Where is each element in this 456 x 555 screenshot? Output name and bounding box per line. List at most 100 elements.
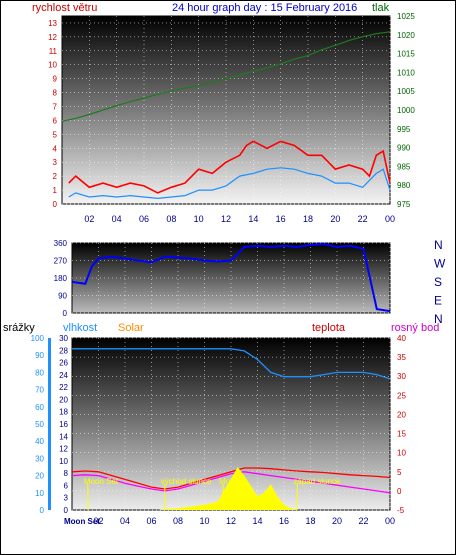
rain-tick-label: 90 <box>35 351 44 360</box>
rain-axis-title: srážky <box>3 322 35 334</box>
rain-tick-label: 100 <box>31 334 45 343</box>
wind-speed-axis-title: rychlost větru <box>32 2 97 14</box>
wind-speed-tick-label: 10 <box>48 61 57 70</box>
pressure-tick-label: 1020 <box>397 31 415 40</box>
direction-tick-label: 360 <box>54 239 68 248</box>
humidity-axis-title: vlhkost <box>63 322 97 334</box>
pressure-tick-label: 1015 <box>397 50 415 59</box>
temperature-tick-label: 40 <box>397 334 406 343</box>
wind-speed-tick-label: 2 <box>53 172 58 181</box>
pressure-tick-label: 1000 <box>397 106 415 115</box>
annotation-label: Moon Set <box>84 477 119 486</box>
temperature-legend-label: teplota <box>312 322 346 334</box>
rain-axis: 0 10 20 30 40 50 60 70 80 90 100 <box>31 334 51 515</box>
temperature-tick-label: 5 <box>397 468 402 477</box>
direction-series <box>71 242 391 313</box>
wind-speed-tick-label: 12 <box>48 33 57 42</box>
rain-axis-bar <box>48 338 51 510</box>
x-tick-label: 12 <box>226 516 236 526</box>
rain-tick-label: 20 <box>35 472 44 481</box>
x-tick-label: 18 <box>305 516 315 526</box>
wind-speed-tick-label: 3 <box>53 158 58 167</box>
temperature-series-line <box>71 467 391 490</box>
pressure-tick-label: 975 <box>397 200 411 209</box>
x-tick-label: 10 <box>199 516 209 526</box>
temperature-panel-time-axis: 02 04 06 08 10 12 14 16 18 20 22 00 <box>93 516 395 526</box>
direction-tick-label: 180 <box>54 274 68 283</box>
x-tick-label: 04 <box>112 214 122 224</box>
humidity-tick-label: 6 <box>64 481 69 490</box>
direction-tick-label: 270 <box>54 257 68 266</box>
x-tick-label: 22 <box>358 214 368 224</box>
temperature-panel-series <box>71 348 391 510</box>
pressure-axis: 975 980 985 990 995 1000 1005 1010 1015 1020 1025 <box>397 12 415 209</box>
temperature-axis: -5 0 5 10 15 20 25 30 35 40 <box>397 334 406 515</box>
dewpoint-legend-label: rosný bod <box>391 322 439 334</box>
humidity-tick-label: 8 <box>64 469 69 478</box>
compass-label: S <box>434 275 442 289</box>
humidity-tick-label: 26 <box>59 359 68 368</box>
wind-speed-tick-label: 6 <box>53 116 58 125</box>
rain-tick-label: 70 <box>35 386 44 395</box>
pressure-tick-label: 990 <box>397 144 411 153</box>
annotation-label: Moon <box>219 477 239 486</box>
humidity-axis: 0 3 6 8 10 12 14 16 18 20 22 24 26 28 30 <box>59 334 68 515</box>
rain-tick-label: 60 <box>35 403 44 412</box>
rain-tick-label: 0 <box>40 506 45 515</box>
temperature-tick-label: 15 <box>397 430 406 439</box>
wind-speed-tick-label: 4 <box>53 144 58 153</box>
x-tick-label: 14 <box>248 214 258 224</box>
solar-area <box>158 467 298 510</box>
gust-series-line <box>68 140 391 194</box>
x-tick-label: 08 <box>173 516 183 526</box>
x-tick-label: 06 <box>146 516 156 526</box>
rain-tick-label: 40 <box>35 437 44 446</box>
x-tick-label: 16 <box>276 214 286 224</box>
humidity-tick-label: 22 <box>59 383 68 392</box>
humidity-tick-label: 30 <box>59 334 68 343</box>
x-tick-label: 08 <box>166 214 176 224</box>
x-tick-label: 20 <box>330 214 340 224</box>
x-tick-label: 18 <box>303 214 313 224</box>
x-tick-label: 02 <box>93 516 103 526</box>
compass-label: E <box>434 294 442 308</box>
compass-label: N <box>434 312 443 326</box>
rain-tick-label: 30 <box>35 454 44 463</box>
temperature-tick-label: 10 <box>397 449 406 458</box>
rain-tick-label: 10 <box>35 489 44 498</box>
wind-speed-tick-label: 0 <box>53 200 58 209</box>
bottom-moon-label: Moon Set <box>64 517 100 526</box>
humidity-series-line <box>72 348 391 380</box>
solar-legend-label: Solar <box>118 322 144 334</box>
humidity-tick-label: 16 <box>59 420 68 429</box>
compass-label: W <box>434 257 446 271</box>
wind-speed-tick-label: 9 <box>53 75 58 84</box>
x-tick-label: 00 <box>385 214 395 224</box>
direction-series-line <box>71 242 391 313</box>
temperature-tick-label: 25 <box>397 391 406 400</box>
pressure-tick-label: 1005 <box>397 87 415 96</box>
wind-speed-tick-label: 8 <box>53 89 58 98</box>
x-tick-label: 12 <box>221 214 231 224</box>
direction-tick-label: 0 <box>63 309 68 318</box>
annotation-label: východ slunce <box>161 477 212 486</box>
chart-title: 24 hour graph day : 15 February 2016 <box>172 2 357 14</box>
humidity-tick-label: 3 <box>64 494 69 503</box>
pressure-tick-label: 1010 <box>397 68 415 77</box>
wind-speed-tick-label: 11 <box>49 47 58 56</box>
x-tick-label: 10 <box>194 214 204 224</box>
temperature-tick-label: 20 <box>397 410 406 419</box>
humidity-tick-label: 20 <box>59 395 68 404</box>
direction-degrees-axis: 0 90 180 270 360 <box>54 239 68 318</box>
humidity-tick-label: 0 <box>64 506 69 515</box>
humidity-tick-label: 28 <box>59 346 68 355</box>
temperature-panel-grid <box>72 337 391 511</box>
humidity-tick-label: 12 <box>59 445 68 454</box>
wind-speed-tick-label: 13 <box>48 19 57 28</box>
humidity-tick-label: 10 <box>59 457 68 466</box>
compass-label: N <box>434 238 443 252</box>
astronomy-annotations: Moon Set východ slunce Moon západ slunce <box>84 477 341 510</box>
x-tick-label: 06 <box>139 214 149 224</box>
